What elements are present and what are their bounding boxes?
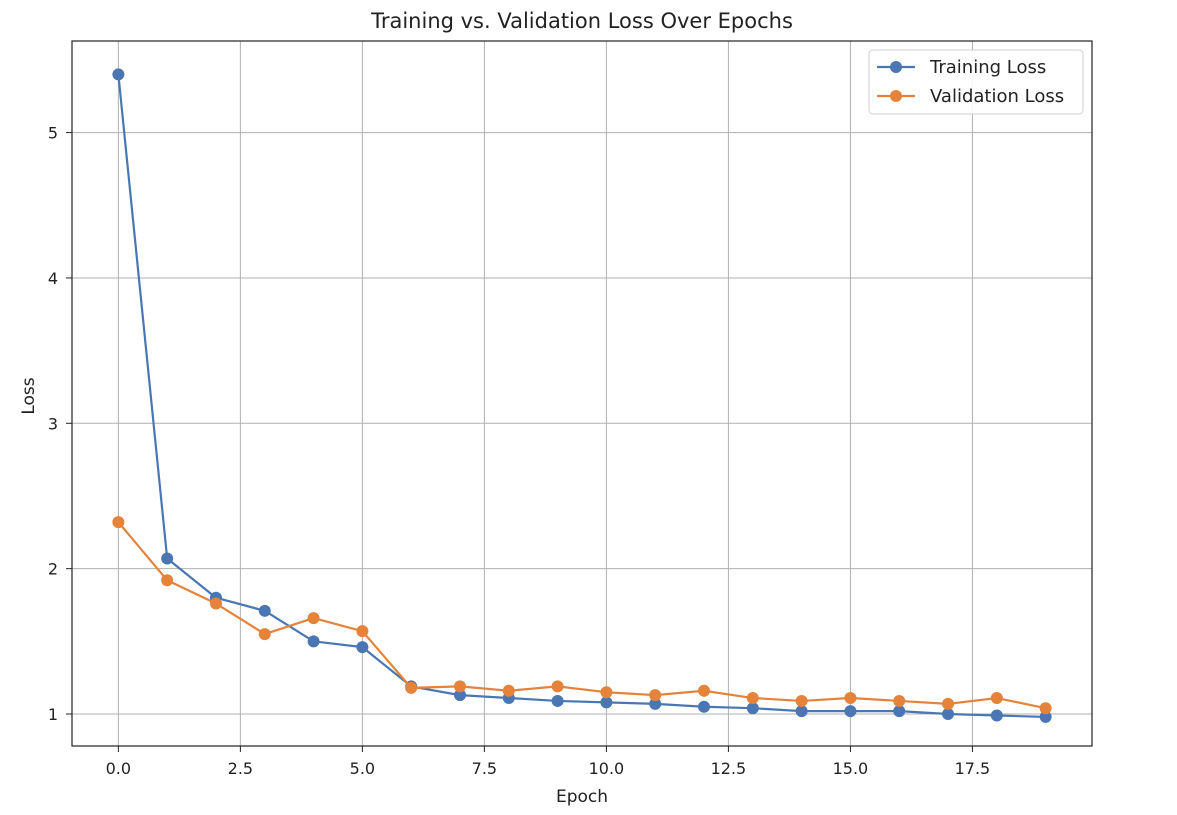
legend-marker (890, 61, 902, 73)
validation-loss-point (209, 597, 222, 610)
legend-box (868, 49, 1084, 115)
x-axis-title: Epoch (556, 787, 608, 807)
validation-loss-point (258, 628, 271, 641)
validation-loss-point (551, 680, 564, 693)
validation-loss-point (990, 692, 1003, 705)
validation-loss-point (844, 692, 857, 705)
x-tick-label: 7.5 (472, 759, 497, 778)
training-loss-point (990, 709, 1003, 722)
validation-loss-point (893, 694, 906, 707)
legend-item-training-loss: Training Loss (877, 57, 1046, 78)
x-tick-label: 12.5 (711, 759, 747, 778)
training-loss-point (1039, 710, 1052, 723)
plot-frame (71, 40, 1093, 747)
grid-lines (72, 41, 1092, 746)
validation-loss-point (795, 694, 808, 707)
training-loss-point (893, 705, 906, 718)
y-tick-label: 3 (48, 414, 58, 433)
training-loss-point (746, 702, 759, 715)
legend-marker (890, 90, 902, 102)
training-loss-point (795, 705, 808, 718)
training-loss-point (258, 604, 271, 617)
training-loss-point (307, 635, 320, 648)
legend-item-validation-loss: Validation Loss (877, 86, 1064, 107)
validation-loss-point (112, 516, 125, 529)
training-loss-point (112, 68, 125, 81)
series-validation-loss (112, 516, 1052, 715)
x-tick-label: 15.0 (833, 759, 869, 778)
x-tick-label: 0.0 (106, 759, 131, 778)
y-tick-label: 2 (48, 560, 58, 579)
y-axis: 1 2 3 4 5 (48, 124, 72, 724)
x-axis: 0.0 2.5 5.0 7.5 10.0 12.5 15.0 17.5 (106, 746, 991, 778)
chart-title: Training vs. Validation Loss Over Epochs (370, 9, 793, 33)
validation-loss-point (698, 684, 711, 697)
y-axis-title: Loss (19, 377, 39, 414)
validation-loss-point (649, 689, 662, 702)
training-loss-point (649, 697, 662, 710)
training-loss-point (698, 700, 711, 713)
x-tick-label: 10.0 (589, 759, 625, 778)
training-loss-point (161, 552, 174, 565)
validation-loss-point (942, 697, 955, 710)
training-loss-line (117, 74, 1046, 719)
validation-loss-point (307, 612, 320, 625)
y-tick-label: 1 (48, 705, 58, 724)
y-tick-label: 4 (48, 269, 58, 288)
x-tick-label: 2.5 (228, 759, 253, 778)
validation-loss-point (356, 625, 369, 638)
validation-loss-point (746, 692, 759, 705)
series-layer (112, 68, 1052, 723)
validation-loss-point (600, 686, 613, 699)
training-loss-point (600, 696, 613, 709)
validation-loss-point (161, 574, 174, 587)
validation-loss-line (117, 521, 1046, 710)
legend-label: Validation Loss (930, 86, 1064, 107)
training-loss-point (356, 641, 369, 654)
training-loss-point (942, 708, 955, 721)
validation-loss-point (453, 680, 466, 693)
series-training-loss (112, 68, 1052, 723)
training-loss-point (844, 705, 857, 718)
training-loss-point (453, 689, 466, 702)
training-loss-point (551, 694, 564, 707)
x-tick-label: 17.5 (955, 759, 991, 778)
validation-loss-point (405, 681, 418, 694)
legend: Training Loss Validation Loss (868, 49, 1084, 115)
legend-label: Training Loss (929, 57, 1046, 78)
validation-loss-point (502, 684, 515, 697)
y-tick-label: 5 (48, 124, 58, 143)
validation-loss-point (1039, 702, 1052, 715)
x-tick-label: 5.0 (350, 759, 375, 778)
